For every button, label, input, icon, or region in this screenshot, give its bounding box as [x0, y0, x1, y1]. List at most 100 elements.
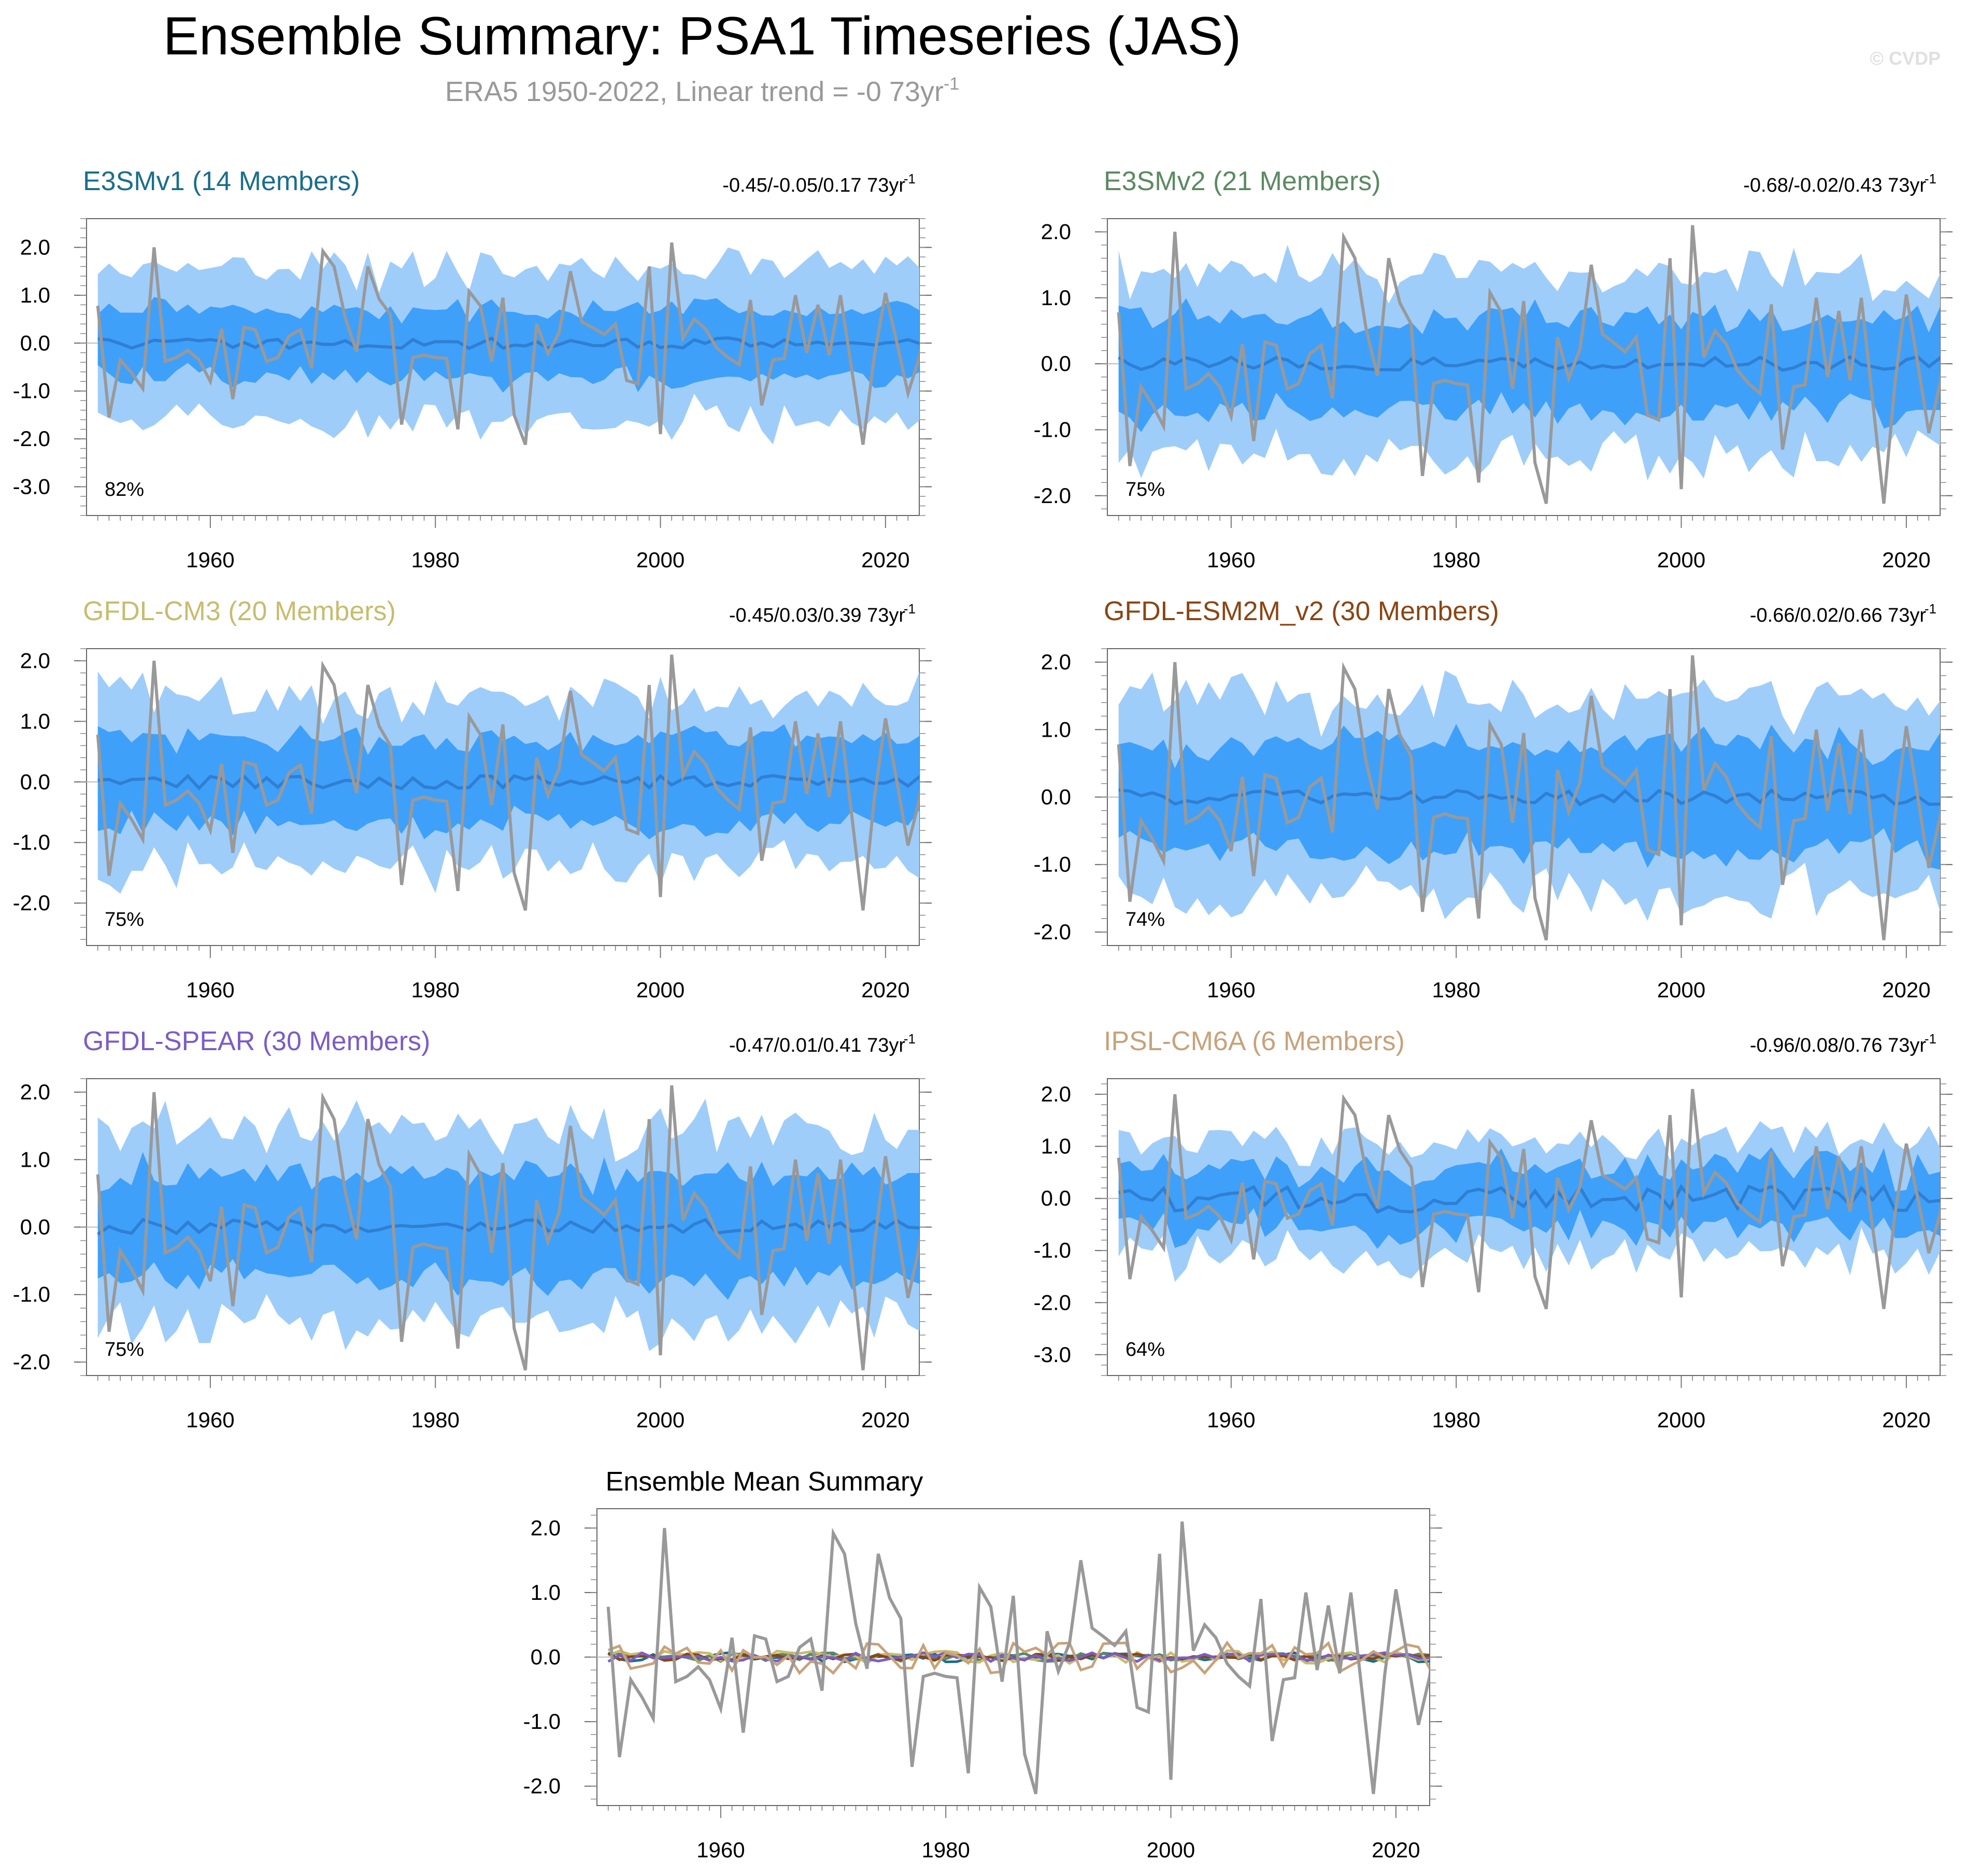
- xtick-label: 1960: [186, 1408, 234, 1432]
- xtick-label: 1960: [186, 978, 234, 1002]
- panel-title: E3SMv1 (14 Members): [83, 166, 360, 196]
- panel-e3smv1: E3SMv1 (14 Members) -0.45/-0.05/0.17 73yr…: [13, 166, 932, 572]
- observed-line: [1117, 1089, 1940, 1310]
- panel-gfdl-esm2m_v2: GFDL-ESM2M_v2 (30 Members) -0.66/0.02/0.6…: [1034, 596, 1953, 1002]
- ytick-label: 0.0: [20, 1215, 50, 1239]
- trend-label: -0.45/0.03/0.39 73yr: [729, 605, 905, 626]
- ytick-label: -2.0: [13, 891, 50, 915]
- trend-superscript: -1: [1925, 171, 1936, 187]
- ytick-label: 1.0: [1041, 717, 1071, 741]
- ensemble-mean-line: [97, 774, 919, 791]
- xtick-label: 2000: [1657, 548, 1705, 572]
- ytick-label: -2.0: [13, 426, 50, 451]
- figure-title: Ensemble Summary: PSA1 Timeseries (JAS): [163, 6, 1242, 66]
- percent-label: 75%: [105, 909, 144, 930]
- panel-gfdl-spear: GFDL-SPEAR (30 Members) -0.47/0.01/0.41 7…: [13, 1026, 932, 1432]
- ytick-label: 1.0: [20, 1147, 50, 1171]
- percent-label: 64%: [1126, 1339, 1165, 1361]
- trend-superscript: -1: [904, 171, 916, 187]
- ytick-label: -3.0: [13, 475, 50, 499]
- ytick-label: 1.0: [20, 709, 50, 733]
- xtick-label: 2000: [636, 978, 685, 1002]
- ytick-label: 0.0: [20, 331, 50, 355]
- ytick-label: 1.0: [20, 283, 50, 307]
- xtick-label: 1980: [1432, 548, 1480, 572]
- xtick-label: 2000: [1657, 978, 1705, 1002]
- ytick-label: -3.0: [1034, 1342, 1071, 1367]
- subtitle-superscript: -1: [944, 74, 959, 94]
- observed-line: [1117, 225, 1940, 504]
- observed-line: [96, 654, 919, 911]
- ytick-label: -2.0: [1034, 920, 1071, 944]
- xtick-label: 2000: [1657, 1408, 1705, 1432]
- panel-gfdl-cm3: GFDL-CM3 (20 Members) -0.45/0.03/0.39 73y…: [13, 596, 932, 1002]
- ytick-label: 0.0: [1041, 1186, 1071, 1210]
- plot-area: [87, 654, 919, 911]
- trend-superscript: -1: [1925, 1031, 1936, 1047]
- ytick-label: 0.0: [1041, 351, 1071, 376]
- trend-superscript: -1: [904, 1031, 916, 1047]
- trend-label: -0.68/-0.02/0.43 73yr: [1743, 175, 1926, 196]
- ytick-label: -1.0: [1034, 1238, 1071, 1263]
- ensemble-mean-line: [1118, 355, 1940, 372]
- percent-label: 82%: [105, 479, 144, 500]
- subtitle-text: ERA5 1950-2022, Linear trend = -0 73yr: [445, 76, 944, 107]
- panel-ensemble: Ensemble Mean Summary -2.0 -1.0 0.0 1.0 2.0 19…: [523, 1467, 1442, 1862]
- xtick-label: 2000: [1147, 1838, 1195, 1862]
- cvdp-watermark: © CVDP: [1870, 48, 1941, 69]
- xtick-label: 2020: [861, 978, 909, 1002]
- ytick-label: -1.0: [13, 1282, 50, 1307]
- xtick-label: 1960: [1207, 1408, 1255, 1432]
- plot-area: [87, 1085, 919, 1371]
- ytick-label: -2.0: [1034, 1290, 1071, 1314]
- ytick-label: 2.0: [1041, 219, 1071, 244]
- ensemble-mean-line: [97, 336, 919, 350]
- plot-area: [597, 1521, 1430, 1795]
- percent-label: 74%: [1126, 909, 1165, 930]
- ytick-label: 2.0: [20, 1080, 50, 1104]
- plot-area: [1107, 1089, 1940, 1310]
- panel-title: Ensemble Mean Summary: [606, 1467, 923, 1497]
- xtick-label: 1980: [411, 978, 459, 1002]
- observed-line: [606, 1521, 1430, 1795]
- observed-line: [1117, 655, 1940, 941]
- series-line-5: [607, 1640, 1430, 1675]
- xtick-label: 1980: [1432, 978, 1480, 1002]
- xtick-label: 2020: [1372, 1838, 1420, 1862]
- trend-label: -0.47/0.01/0.41 73yr: [729, 1035, 905, 1056]
- xtick-label: 2020: [1882, 978, 1930, 1002]
- xtick-label: 1980: [411, 548, 459, 572]
- series-line-4: [607, 1651, 1430, 1663]
- ytick-label: -1.0: [1034, 852, 1071, 877]
- percent-label: 75%: [1126, 479, 1165, 500]
- xtick-label: 1960: [1207, 978, 1255, 1002]
- ytick-label: 0.0: [1041, 785, 1071, 809]
- ensemble-mean-line: [1118, 1184, 1940, 1214]
- xtick-label: 1960: [186, 548, 234, 572]
- ytick-label: 1.0: [1041, 1134, 1071, 1158]
- ytick-label: 0.0: [20, 769, 50, 794]
- ensemble-mean-line: [1118, 788, 1940, 807]
- xtick-label: 1980: [921, 1838, 970, 1862]
- ytick-label: 1.0: [531, 1580, 561, 1605]
- trend-label: -0.96/0.08/0.76 73yr: [1750, 1035, 1926, 1056]
- panels: E3SMv1 (14 Members) -0.45/-0.05/0.17 73yr…: [13, 166, 1953, 1862]
- xtick-label: 1980: [1432, 1408, 1480, 1432]
- plot-area: [1107, 655, 1940, 941]
- ytick-label: -1.0: [1034, 417, 1071, 441]
- trend-label: -0.45/-0.05/0.17 73yr: [722, 175, 905, 196]
- panel-title: GFDL-ESM2M_v2 (30 Members): [1104, 596, 1499, 626]
- trend-label: -0.66/0.02/0.66 73yr: [1750, 605, 1926, 626]
- panel-title: E3SMv2 (21 Members): [1104, 166, 1381, 196]
- xtick-label: 2000: [636, 1408, 685, 1432]
- xtick-label: 1980: [411, 1408, 459, 1432]
- ytick-label: -2.0: [523, 1774, 561, 1798]
- ytick-label: -2.0: [13, 1350, 50, 1374]
- panel-e3smv2: E3SMv2 (21 Members) -0.68/-0.02/0.43 73yr…: [1034, 166, 1953, 572]
- xtick-label: 1960: [696, 1838, 745, 1862]
- ytick-label: 2.0: [1041, 1082, 1071, 1106]
- ytick-label: -1.0: [523, 1709, 561, 1734]
- ytick-label: 2.0: [531, 1515, 561, 1540]
- panel-title: GFDL-SPEAR (30 Members): [83, 1026, 430, 1056]
